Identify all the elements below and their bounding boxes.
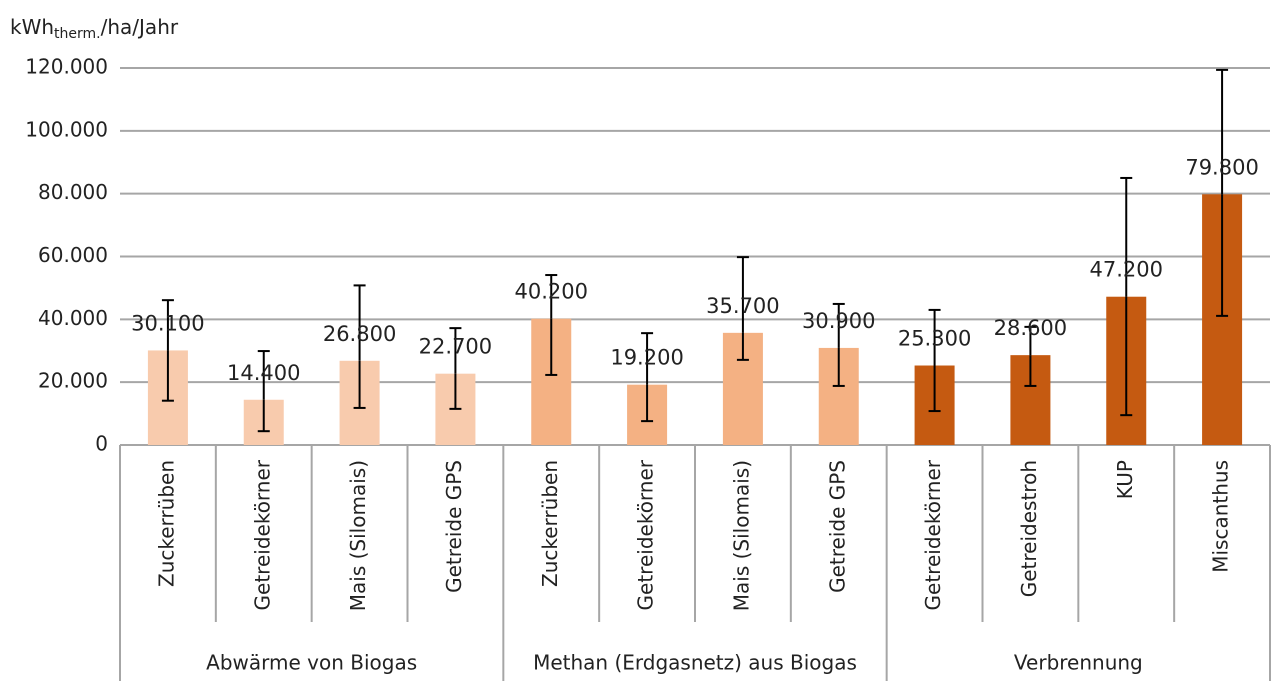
- x-tick-label: Zuckerrüben: [154, 460, 178, 587]
- value-label: 26.800: [323, 322, 396, 346]
- group-label: Abwärme von Biogas: [206, 651, 417, 675]
- x-tick-label: Getreide GPS: [825, 460, 849, 593]
- x-tick-label: Getreidekörner: [634, 459, 658, 610]
- value-label: 25.300: [898, 327, 971, 351]
- value-label: 79.800: [1185, 155, 1258, 179]
- x-tick-label: Getreidekörner: [250, 459, 274, 610]
- x-tick-label: Miscanthus: [1209, 460, 1233, 573]
- y-tick-label: 120.000: [25, 55, 108, 79]
- y-tick-label: 60.000: [38, 243, 108, 267]
- value-label: 40.200: [515, 280, 588, 304]
- y-tick-label: 100.000: [25, 117, 108, 141]
- y-label-sub: therm.: [54, 26, 101, 42]
- x-tick-label: Mais (Silomais): [346, 460, 370, 611]
- y-tick-label: 40.000: [38, 306, 108, 330]
- y-axis-label: kWhtherm./ha/Jahr: [10, 15, 179, 43]
- value-label: 19.200: [610, 346, 683, 370]
- x-tick-label: KUP: [1113, 460, 1137, 499]
- value-label: 30.900: [802, 309, 875, 333]
- y-label-suffix: /ha/Jahr: [101, 15, 179, 39]
- group-label: Methan (Erdgasnetz) aus Biogas: [533, 651, 857, 675]
- x-tick-label: Getreidestroh: [1017, 460, 1041, 597]
- y-label-main: kWh: [10, 15, 54, 39]
- x-tick-label: Getreidekörner: [921, 459, 945, 610]
- value-label: 28.600: [994, 316, 1067, 340]
- group-label: Verbrennung: [1014, 651, 1143, 675]
- value-label: 22.700: [419, 335, 492, 359]
- value-label: 30.100: [131, 311, 204, 335]
- y-tick-label: 80.000: [38, 180, 108, 204]
- value-label: 14.400: [227, 361, 300, 385]
- y-tick-label: 0: [95, 432, 108, 456]
- x-tick-label: Mais (Silomais): [729, 460, 753, 611]
- y-tick-label: 20.000: [38, 369, 108, 393]
- x-tick-label: Getreide GPS: [442, 460, 466, 593]
- value-label: 47.200: [1090, 258, 1163, 282]
- x-tick-label: Zuckerrüben: [538, 460, 562, 587]
- value-label: 35.700: [706, 294, 779, 318]
